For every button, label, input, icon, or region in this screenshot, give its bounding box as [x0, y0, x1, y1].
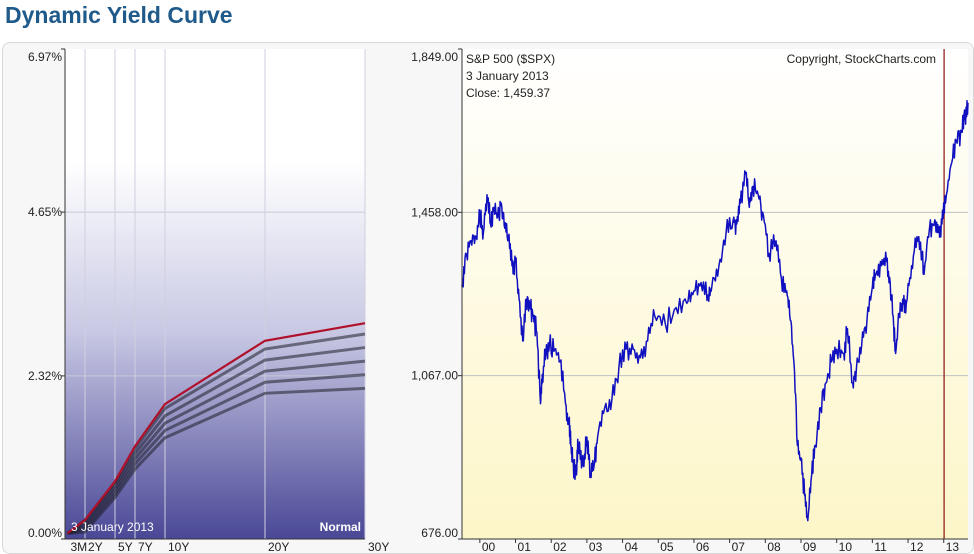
yield-shape-label: Normal — [320, 520, 361, 534]
yield-history-curve — [67, 386, 366, 535]
sp500-close-label: Close: 1,459.37 — [466, 86, 550, 100]
yield-x-tick-label: 7Y — [138, 540, 153, 553]
yield-history-curve — [67, 373, 366, 535]
sp500-title: S&P 500 ($SPX) — [466, 52, 555, 66]
sp500-x-tick-label: 04 — [625, 540, 639, 553]
yield-x-tick-label: 30Y — [368, 540, 389, 553]
yield-x-tick-label: 20Y — [268, 540, 289, 553]
yield-y-tick-labels: 6.97% 4.65% 2.32% 0.00% — [28, 48, 65, 540]
sp500-x-tick-label: 05 — [660, 540, 674, 553]
sp500-x-tick-label: 09 — [803, 540, 817, 553]
yield-y-tick-label: 2.32% — [28, 369, 62, 383]
sp500-x-tick-label: 01 — [518, 540, 532, 553]
yield-date-label: 3 January 2013 — [71, 520, 154, 534]
yield-gridlines — [65, 49, 366, 539]
page-title: Dynamic Yield Curve — [5, 2, 233, 28]
yield-curve-chart: 6.97% 4.65% 2.32% 0.00% 3M 2Y 5Y 7Y 10Y 20Y 30Y 3… — [28, 48, 390, 553]
sp500-gridlines — [462, 211, 968, 377]
charts-svg: 6.97% 4.65% 2.32% 0.00% 3M 2Y 5Y 7Y 10Y 20Y 30Y 3… — [28, 48, 969, 553]
yield-history-curve — [66, 359, 366, 535]
sp500-y-tick-label: 1,458.00 — [411, 205, 458, 219]
yield-x-tick-label: 3M — [71, 540, 88, 553]
sp500-copyright: Copyright, StockCharts.com — [787, 52, 936, 66]
yield-y-tick-label: 0.00% — [28, 526, 62, 540]
yield-x-tick-labels: 3M 2Y 5Y 7Y 10Y 20Y 30Y — [71, 540, 390, 553]
sp500-x-tick-label: 11 — [874, 540, 887, 553]
sp500-x-tick-label: 10 — [839, 540, 853, 553]
sp500-y-tick-label: 1,849.00 — [411, 50, 458, 64]
sp500-x-tick-label: 13 — [946, 540, 960, 553]
sp500-y-tick-label: 1,067.00 — [411, 369, 458, 383]
sp500-x-tick-label: 08 — [767, 540, 781, 553]
sp500-y-tick-label: 676.00 — [421, 526, 458, 540]
sp500-x-tick-label: 07 — [732, 540, 746, 553]
yield-x-tick-label: 2Y — [88, 540, 103, 553]
yield-x-tick-label: 10Y — [168, 540, 189, 553]
yield-y-tick-label: 6.97% — [28, 50, 62, 64]
yield-y-tick-label: 4.65% — [28, 205, 62, 219]
yield-x-tick-label: 5Y — [118, 540, 133, 553]
sp500-price-line — [461, 99, 969, 522]
sp500-x-tick-label: 03 — [589, 540, 603, 553]
yield-curve-current-line — [66, 322, 366, 535]
sp500-x-tick-label: 12 — [910, 540, 924, 553]
sp500-y-tick-labels: 1,849.00 1,458.00 1,067.00 676.00 — [411, 48, 462, 540]
yield-history-curve — [66, 346, 366, 535]
sp500-date-label: 3 January 2013 — [466, 69, 549, 83]
sp500-x-tick-labels: 00 01 02 03 04 05 06 07 08 09 10 11 12 13 — [479, 539, 960, 553]
sp500-x-tick-label: 00 — [482, 540, 496, 553]
chart-panel: 6.97% 4.65% 2.32% 0.00% 3M 2Y 5Y 7Y 10Y 20Y 30Y 3… — [2, 42, 974, 554]
sp500-x-tick-label: 06 — [696, 540, 710, 553]
sp500-x-tick-label: 02 — [553, 540, 567, 553]
sp500-plot-background — [462, 49, 968, 539]
yield-history-band — [65, 163, 365, 539]
